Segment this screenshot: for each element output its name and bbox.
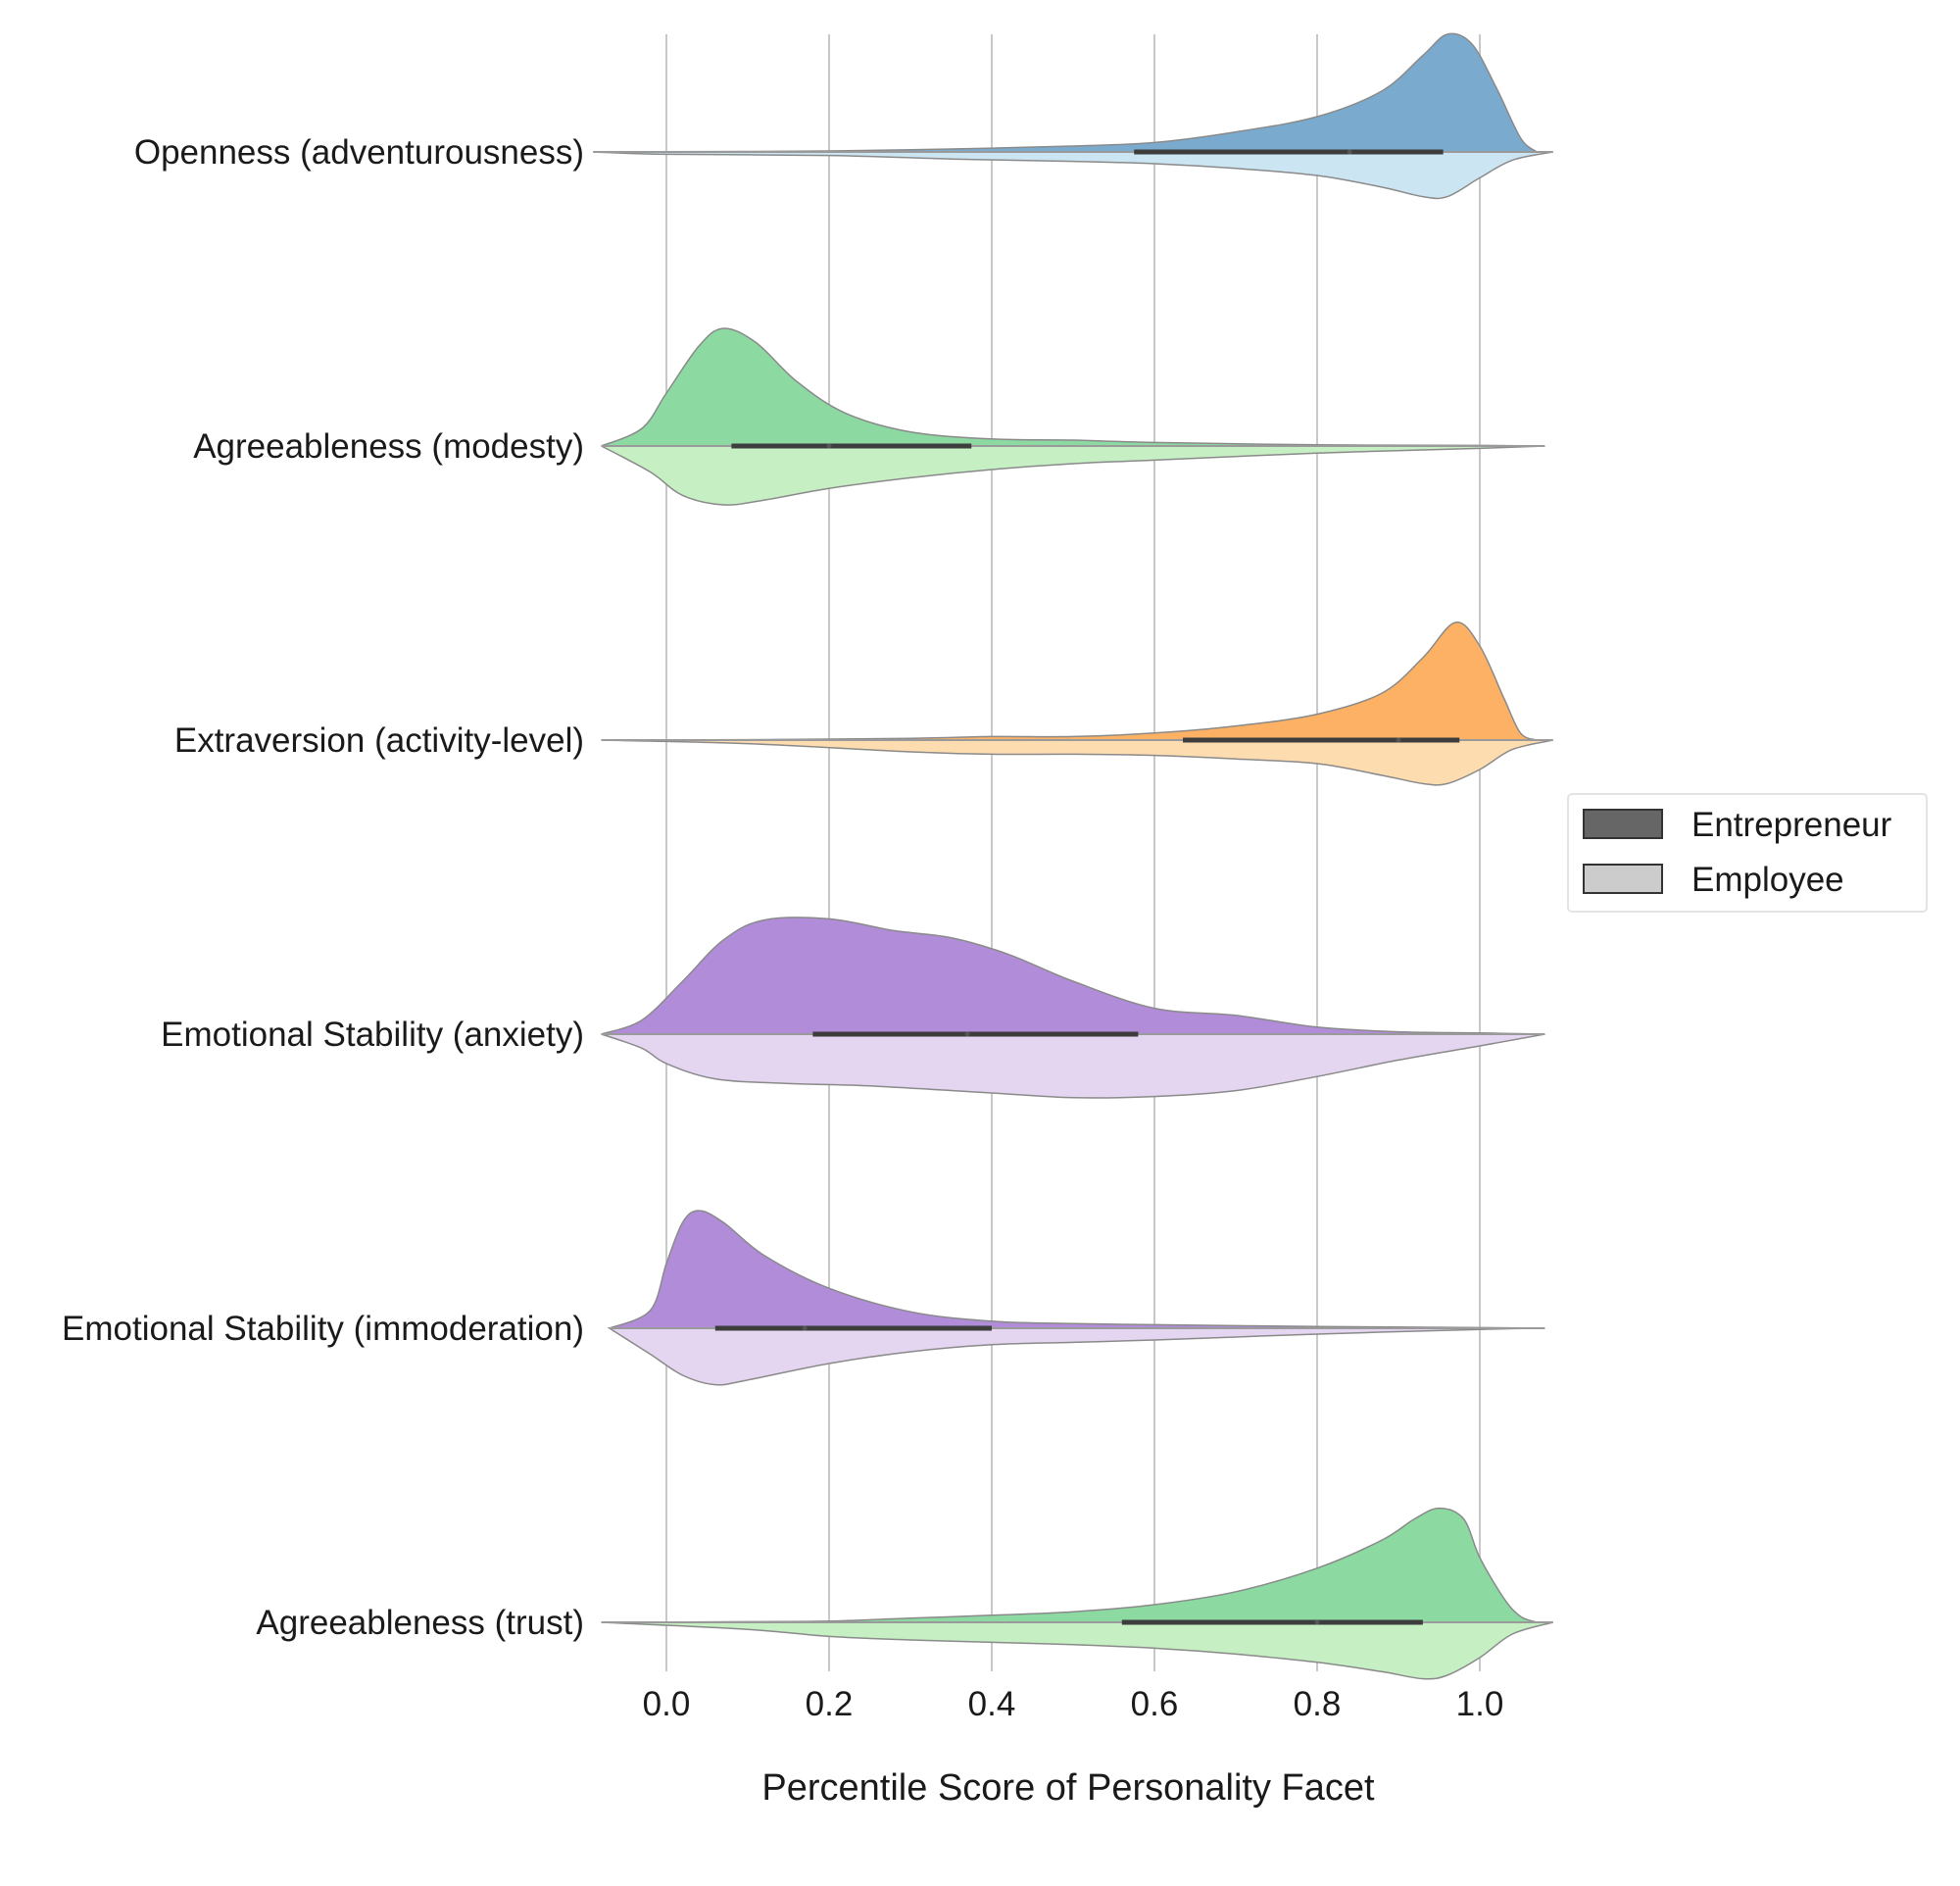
violin-row: Emotional Stability (anxiety) bbox=[161, 917, 1545, 1099]
median-marker bbox=[964, 1031, 970, 1037]
legend-swatch-entrepreneur bbox=[1583, 809, 1663, 839]
legend: Entrepreneur Employee bbox=[1567, 793, 1928, 913]
violin-row: Emotional Stability (immoderation) bbox=[62, 1210, 1545, 1386]
legend-label-entrepreneur: Entrepreneur bbox=[1691, 806, 1892, 844]
violin-row: Agreeableness (modesty) bbox=[193, 327, 1545, 506]
violin-entrepreneur bbox=[593, 32, 1540, 153]
x-tick-label: 0.8 bbox=[1294, 1685, 1342, 1723]
violin-entrepreneur bbox=[601, 621, 1538, 741]
x-tick-label: 0.0 bbox=[643, 1685, 691, 1723]
violin-employee bbox=[601, 1033, 1545, 1099]
violin-employee bbox=[593, 151, 1553, 200]
violin-employee bbox=[601, 445, 1545, 506]
violin-plot-area: Openness (adventurousness) Agreeableness … bbox=[62, 32, 1553, 1680]
median-marker bbox=[1314, 1619, 1320, 1625]
grid-lines bbox=[665, 34, 1481, 1671]
median-marker bbox=[1396, 737, 1401, 743]
x-tick-label: 0.6 bbox=[1131, 1685, 1179, 1723]
category-label: Extraversion (activity-level) bbox=[174, 721, 584, 760]
category-label: Emotional Stability (immoderation) bbox=[62, 1310, 584, 1348]
x-tick-label: 1.0 bbox=[1456, 1685, 1504, 1723]
legend-label-employee: Employee bbox=[1691, 861, 1844, 899]
violin-row: Extraversion (activity-level) bbox=[174, 621, 1553, 786]
category-label: Openness (adventurousness) bbox=[134, 133, 584, 172]
x-axis-ticks: 0.0 0.2 0.4 0.6 0.8 1.0 bbox=[643, 1685, 1504, 1723]
violin-entrepreneur bbox=[601, 327, 1545, 447]
category-label: Agreeableness (trust) bbox=[256, 1604, 584, 1642]
x-tick-label: 0.2 bbox=[806, 1685, 854, 1723]
median-marker bbox=[1347, 149, 1352, 155]
legend-swatch-employee bbox=[1583, 864, 1663, 894]
violin-entrepreneur bbox=[601, 1507, 1538, 1623]
median-marker bbox=[826, 443, 832, 449]
violin-employee bbox=[607, 1327, 1545, 1386]
violin-row: Agreeableness (trust) bbox=[256, 1507, 1553, 1680]
violin-entrepreneur bbox=[609, 1210, 1545, 1329]
violin-employee bbox=[601, 1621, 1553, 1680]
violin-employee bbox=[601, 739, 1553, 786]
category-label: Agreeableness (modesty) bbox=[193, 427, 584, 466]
median-marker bbox=[802, 1325, 808, 1331]
category-label: Emotional Stability (anxiety) bbox=[161, 1016, 584, 1054]
x-tick-label: 0.4 bbox=[968, 1685, 1016, 1723]
violin-row: Openness (adventurousness) bbox=[134, 32, 1553, 200]
violin-entrepreneur bbox=[601, 917, 1545, 1035]
x-axis-title: Percentile Score of Personality Facet bbox=[761, 1767, 1375, 1809]
